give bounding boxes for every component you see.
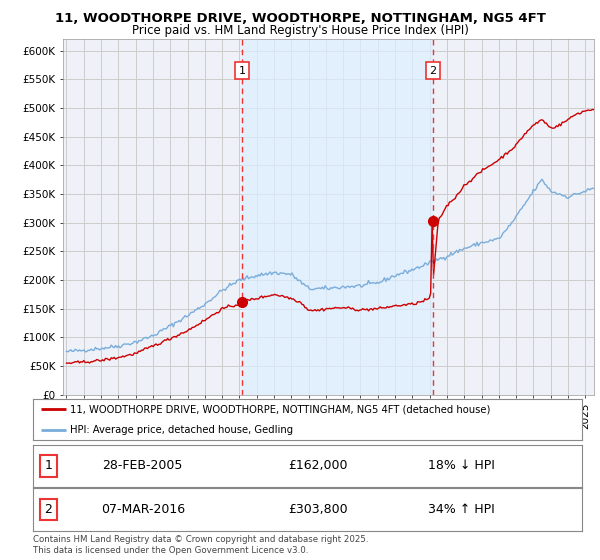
Text: £162,000: £162,000: [289, 459, 348, 473]
Text: 2: 2: [44, 503, 52, 516]
Text: 11, WOODTHORPE DRIVE, WOODTHORPE, NOTTINGHAM, NG5 4FT (detached house): 11, WOODTHORPE DRIVE, WOODTHORPE, NOTTIN…: [70, 404, 491, 414]
Text: 34% ↑ HPI: 34% ↑ HPI: [428, 503, 494, 516]
Text: Contains HM Land Registry data © Crown copyright and database right 2025.
This d: Contains HM Land Registry data © Crown c…: [33, 535, 368, 555]
Text: 2: 2: [429, 66, 436, 76]
Text: 07-MAR-2016: 07-MAR-2016: [101, 503, 185, 516]
Text: 1: 1: [239, 66, 245, 76]
Text: 11, WOODTHORPE DRIVE, WOODTHORPE, NOTTINGHAM, NG5 4FT: 11, WOODTHORPE DRIVE, WOODTHORPE, NOTTIN…: [55, 12, 545, 25]
Text: 1: 1: [44, 459, 52, 473]
Text: 18% ↓ HPI: 18% ↓ HPI: [428, 459, 494, 473]
Text: HPI: Average price, detached house, Gedling: HPI: Average price, detached house, Gedl…: [70, 424, 293, 435]
Bar: [242, 39, 433, 395]
Text: £303,800: £303,800: [289, 503, 348, 516]
Text: 28-FEB-2005: 28-FEB-2005: [103, 459, 183, 473]
Text: Price paid vs. HM Land Registry's House Price Index (HPI): Price paid vs. HM Land Registry's House …: [131, 24, 469, 36]
